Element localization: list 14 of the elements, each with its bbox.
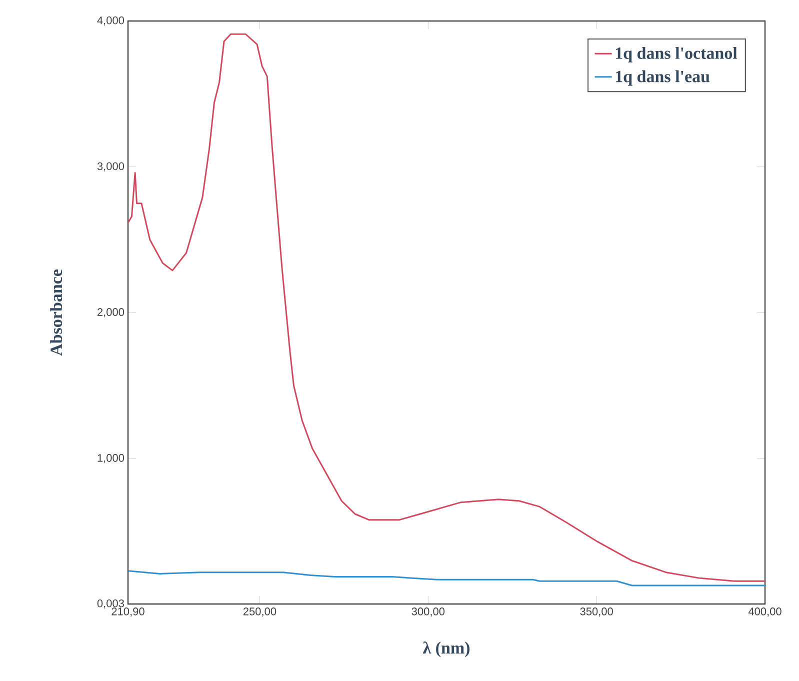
y-tick-label: 4,000	[97, 16, 124, 26]
x-tick-label: 350,00	[580, 608, 613, 617]
x-tick-label: 400,00	[748, 608, 782, 617]
x-axis-title: λ (nm)	[422, 641, 470, 658]
y-tick-label: 2,000	[97, 308, 124, 318]
legend-label: 1q dans l'octanol	[616, 46, 738, 62]
x-tick-label: 300,00	[412, 608, 445, 617]
x-tick-label: 210,90	[112, 608, 144, 617]
y-tick-label: 3,000	[97, 162, 124, 172]
y-tick-label: 0,003	[97, 599, 124, 609]
y-axis-title: Absorbance	[50, 270, 62, 356]
legend-label: 1q dans l'eau	[616, 70, 710, 86]
y-tick-label: 1,000	[98, 454, 124, 464]
x-tick-label: 250,00	[243, 608, 276, 617]
